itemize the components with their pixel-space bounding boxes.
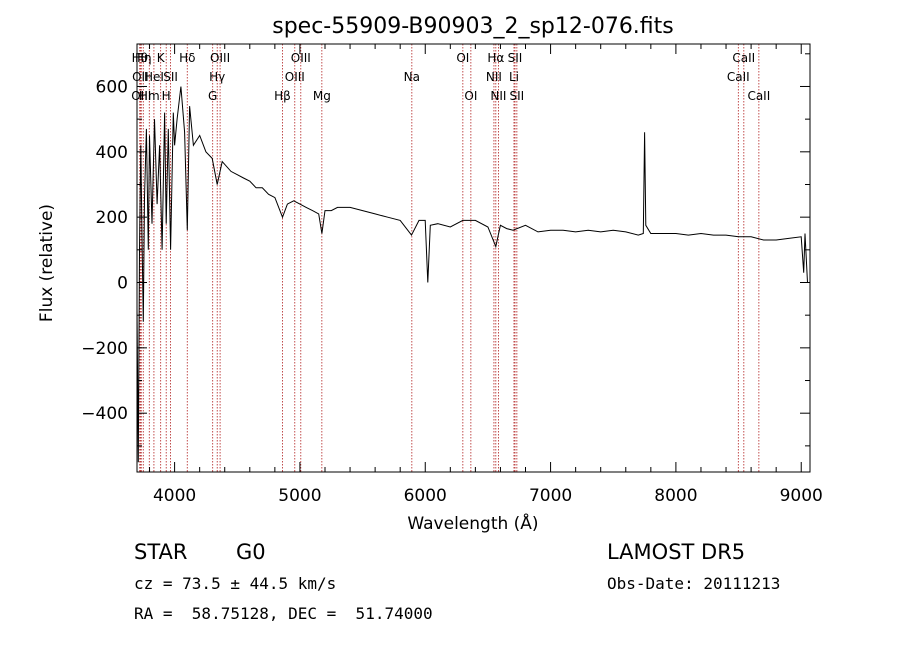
- x-tick-label: 4000: [153, 486, 196, 506]
- object-subclass-label: G0: [236, 540, 266, 564]
- spectral-line-label: OIII: [291, 51, 311, 65]
- spectral-line-label: OI: [464, 89, 477, 103]
- spectral-line-label: Hβ: [274, 89, 291, 103]
- spectral-line-label: OIII: [210, 51, 230, 65]
- coordinates-text: RA = 58.75128, DEC = 51.74000: [134, 604, 433, 623]
- spectral-line-label: Hθ: [132, 51, 148, 65]
- spectral-line-label: OII: [132, 70, 149, 84]
- spectral-line-label: SII: [508, 51, 523, 65]
- y-tick-label: 400: [96, 143, 128, 163]
- x-tick-label: 8000: [654, 486, 697, 506]
- survey-label: LAMOST DR5: [607, 540, 746, 564]
- y-axis-ticks: −400 −200 0 200 400 600: [81, 53, 810, 447]
- y-axis-label: Flux (relative): [37, 204, 57, 322]
- spectral-line-label: NII: [486, 70, 502, 84]
- plot-frame: [136, 43, 811, 473]
- spectral-line-label: Mg: [313, 89, 331, 103]
- x-tick-label: 7000: [529, 486, 572, 506]
- spectral-line-label: OIII: [285, 70, 305, 84]
- spectral-line-labels: HθOIIOIIIHηHmHeIKHSIIHδGHγOIIIHβOIIIOIII…: [131, 51, 770, 103]
- spectral-line-label: H: [162, 89, 171, 103]
- x-axis-ticks: 4000 5000 6000 7000 8000 9000: [149, 44, 823, 506]
- y-tick-label: 200: [96, 208, 128, 228]
- spectral-line-label: G: [208, 89, 217, 103]
- spectral-line-label: CaII: [747, 89, 770, 103]
- x-axis-label: Wavelength (Å): [407, 512, 538, 534]
- spectral-line-label: CaII: [727, 70, 750, 84]
- y-tick-label: −200: [81, 339, 128, 359]
- spectral-line-label: Hη: [135, 51, 152, 65]
- observation-date-text: Obs-Date: 20111213: [607, 574, 781, 593]
- spectral-line-label: OI: [456, 51, 469, 65]
- spectral-line-label: Hm: [139, 89, 160, 103]
- spectral-line-label: NII: [490, 89, 506, 103]
- y-tick-label: 0: [117, 274, 128, 294]
- spectral-line-label: Li: [509, 70, 519, 84]
- spectral-line-markers: [139, 44, 760, 472]
- spectral-line-label: SII: [510, 89, 525, 103]
- chart-title: spec-55909-B90903_2_sp12-076.fits: [272, 14, 674, 39]
- spectral-line-label: Na: [404, 70, 420, 84]
- y-tick-label: −400: [81, 404, 128, 424]
- object-class-label: STAR: [134, 540, 188, 564]
- x-tick-label: 5000: [278, 486, 321, 506]
- spectrum-series-line: [136, 86, 808, 463]
- x-tick-label: 9000: [780, 486, 823, 506]
- x-tick-label: 6000: [404, 486, 447, 506]
- spectral-line-label: Hγ: [209, 70, 225, 84]
- spectral-line-label: CaII: [732, 51, 755, 65]
- y-tick-label: 600: [96, 77, 128, 97]
- spectral-line-label: Hδ: [179, 51, 195, 65]
- spectral-line-label: HeI: [144, 70, 164, 84]
- spectral-line-label: K: [157, 51, 166, 65]
- spectral-line-label: SII: [163, 70, 178, 84]
- spectral-line-label: Hα: [487, 51, 504, 65]
- spectral-line-label: OIII: [131, 89, 151, 103]
- redshift-velocity-text: cz = 73.5 ± 44.5 km/s: [134, 574, 337, 593]
